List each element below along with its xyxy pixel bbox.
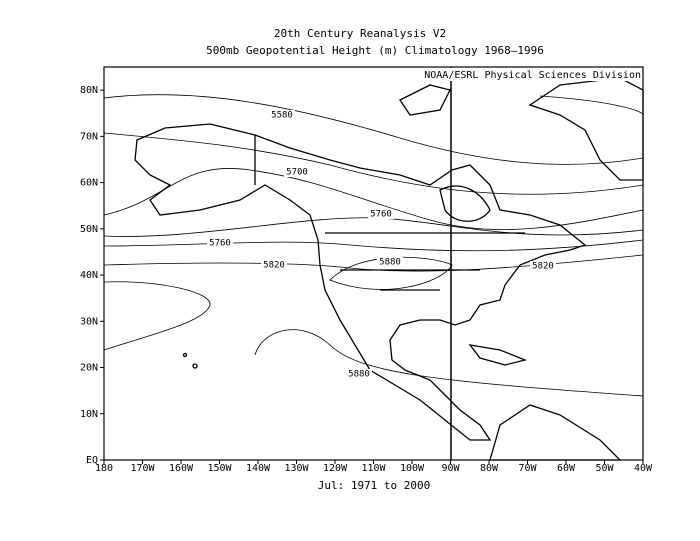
- x-tick-label: 120W: [323, 463, 348, 474]
- x-tick-label: 150W: [207, 463, 232, 474]
- x-tick-label: 170W: [130, 463, 155, 474]
- x-tick-label: 100W: [400, 463, 425, 474]
- x-tick-label: 110W: [361, 463, 386, 474]
- x-tick-label: 40W: [634, 463, 653, 474]
- contour-label-bg: [368, 209, 394, 219]
- contour-label: 5880: [348, 370, 370, 380]
- x-tick-label: 90W: [441, 463, 460, 474]
- contour-label: 5820: [532, 262, 554, 272]
- x-tick-label: 80W: [480, 463, 499, 474]
- y-tick-label: 10N: [80, 409, 98, 420]
- contour-label: 5580: [271, 111, 293, 121]
- y-tick-label: 80N: [80, 85, 98, 96]
- y-tick-label: 30N: [80, 316, 98, 327]
- y-tick-label: 20N: [80, 363, 98, 374]
- credit: NOAA/ESRL Physical Sciences Division: [424, 70, 641, 81]
- x-tick-label: 160W: [169, 463, 194, 474]
- contour-label: 5880: [379, 258, 401, 268]
- contour-label: 5760: [370, 210, 392, 220]
- y-tick-label: 40N: [80, 270, 98, 281]
- x-tick-label: 50W: [595, 463, 614, 474]
- credit-bg: [445, 68, 642, 81]
- contour-label-bg: [284, 167, 310, 177]
- x-tick-label: 60W: [557, 463, 576, 474]
- y-tick-label: EQ: [86, 455, 98, 466]
- x-tick-label: 70W: [518, 463, 537, 474]
- subtitle: 500mb Geopotential Height (m) Climatolog…: [206, 44, 544, 57]
- x-tick-label: 140W: [246, 463, 271, 474]
- contours: [103, 94, 644, 397]
- contour-label-bg: [261, 260, 287, 270]
- y-tick-label: 60N: [80, 178, 98, 189]
- contour-label: 5760: [209, 239, 231, 249]
- y-tick-label: 50N: [80, 224, 98, 235]
- contour-label-bg: [377, 257, 403, 267]
- contour-label: 5820: [263, 261, 285, 271]
- footer: Jul: 1971 to 2000: [318, 479, 431, 492]
- coastlines: [134, 77, 644, 461]
- contour-label-bg: [207, 238, 233, 248]
- x-tick-label: 180: [95, 463, 113, 474]
- x-tick-label: 130W: [284, 463, 309, 474]
- contour-label-bg: [530, 261, 556, 271]
- contour-label-bg: [346, 369, 372, 379]
- title: 20th Century Reanalysis V2: [274, 27, 446, 40]
- y-tick-label: 70N: [80, 131, 98, 142]
- contour-label: 5700: [286, 168, 308, 178]
- contour-label-bg: [269, 110, 295, 120]
